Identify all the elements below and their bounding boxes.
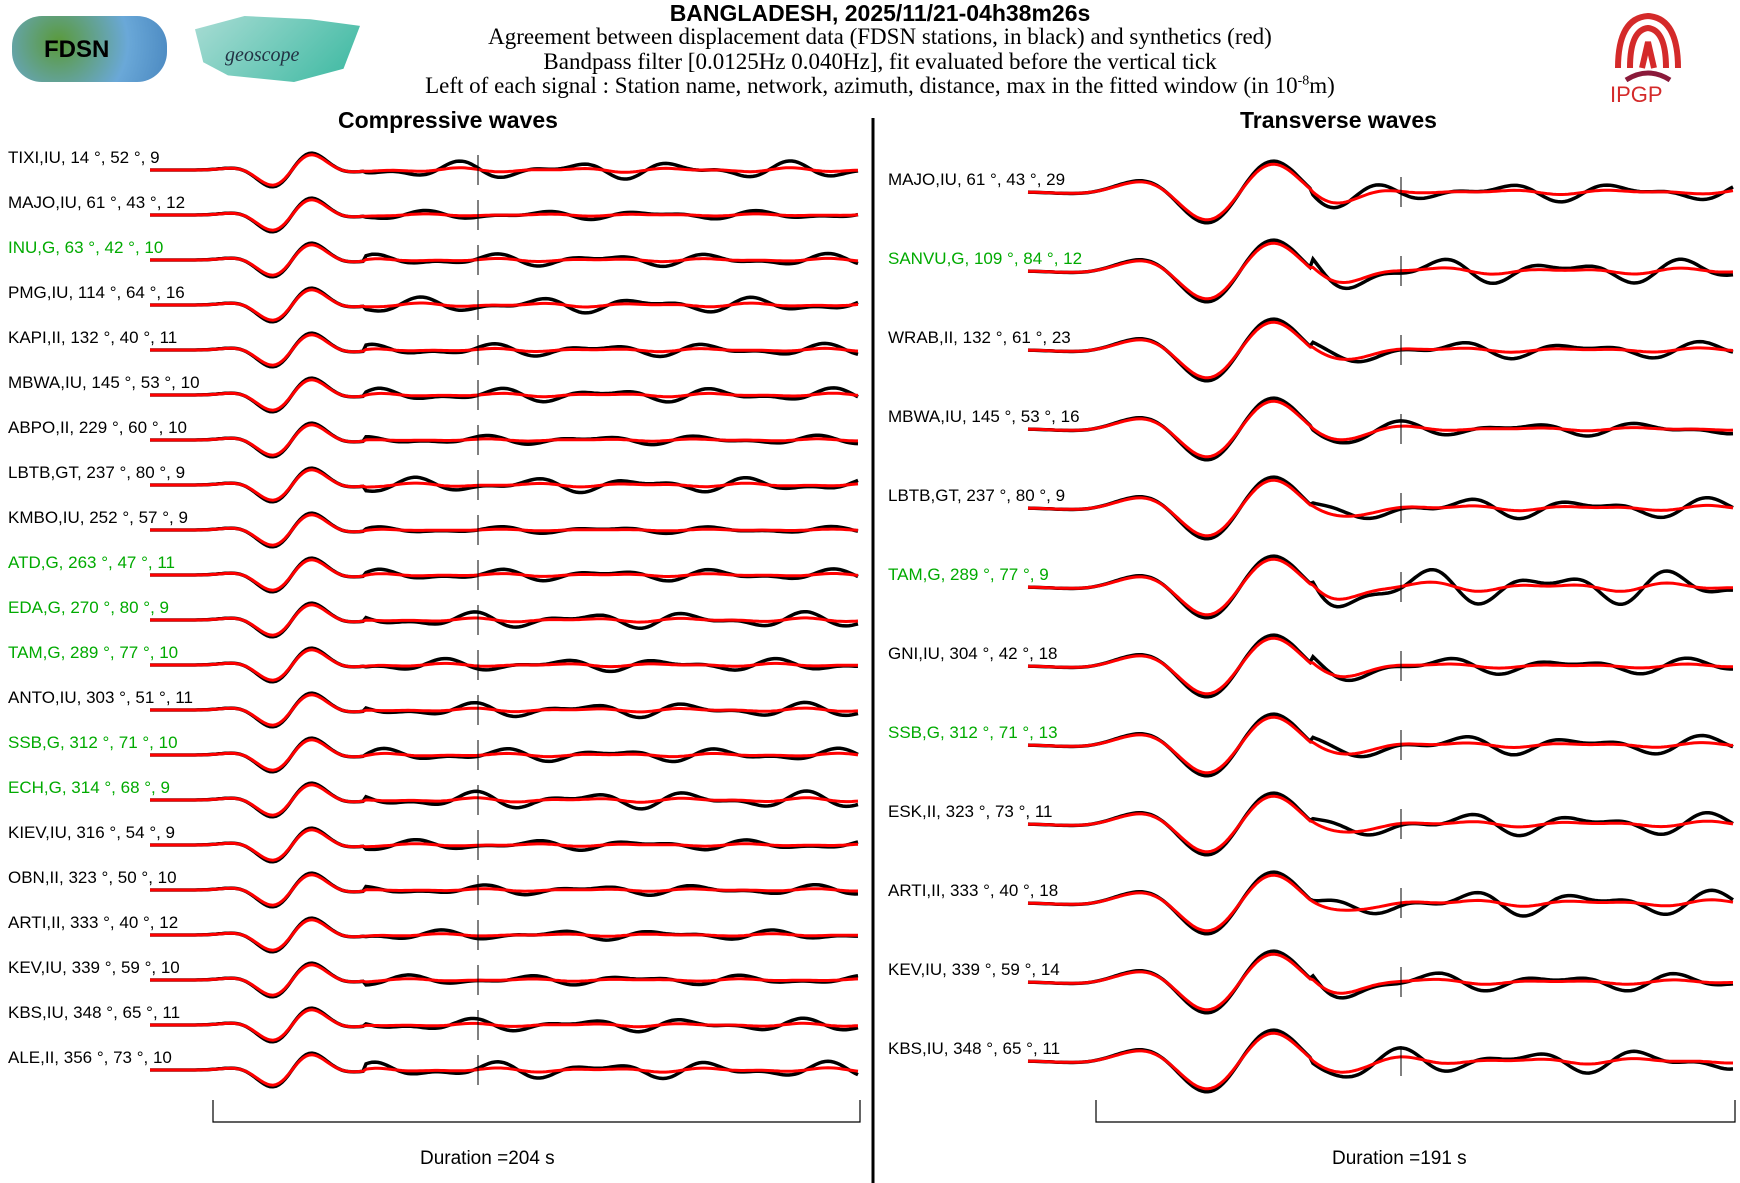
- right-station-label: TAM,G, 289 °, 77 °, 9: [888, 565, 1049, 584]
- left-station-label: MAJO,IU, 61 °, 43 °, 12: [8, 193, 186, 212]
- right-station-label: SSB,G, 312 °, 71 °, 13: [888, 723, 1058, 742]
- subtitle-2: Bandpass filter [0.0125Hz 0.040Hz], fit …: [543, 49, 1217, 74]
- left-synthetic-trace: [150, 513, 859, 547]
- fdsn-logo-text: FDSN: [44, 36, 110, 63]
- subtitle-1: Agreement between displacement data (FDS…: [488, 24, 1272, 49]
- right-synthetic-trace: [1027, 952, 1733, 1012]
- left-synthetic-trace: [150, 333, 859, 367]
- left-synthetic-trace: [150, 738, 859, 772]
- left-station-label: ANTO,IU, 303 °, 51 °, 11: [8, 688, 193, 707]
- subtitle-3: Left of each signal : Station name, netw…: [0, 73, 1740, 99]
- left-synthetic-trace: [150, 1053, 859, 1087]
- left-synthetic-trace: [150, 648, 858, 682]
- left-station-label: ARTI,II, 333 °, 40 °, 12: [8, 913, 179, 932]
- left-duration: Duration =204 s: [420, 1148, 555, 1169]
- exponent: -8: [1297, 73, 1310, 89]
- left-station-label: TAM,G, 289 °, 77 °, 10: [8, 643, 179, 662]
- right-station-label: WRAB,II, 132 °, 61 °, 23: [888, 328, 1071, 347]
- left-station-label: OBN,II, 323 °, 50 °, 10: [8, 868, 177, 887]
- right-synthetic-trace: [1027, 162, 1734, 222]
- right-station-label: KEV,IU, 339 °, 59 °, 14: [888, 960, 1060, 979]
- right-synthetic-trace: [1027, 715, 1734, 775]
- right-synthetic-trace: [1027, 478, 1734, 538]
- right-station-label: KBS,IU, 348 °, 65 °, 11: [888, 1039, 1061, 1058]
- left-station-label: KMBO,IU, 252 °, 57 °, 9: [8, 508, 188, 527]
- left-synthetic-trace: [150, 243, 859, 277]
- left-station-label: ATD,G, 263 °, 47 °, 11: [8, 553, 175, 572]
- left-panel-title: Compressive waves: [338, 107, 558, 133]
- left-station-label: EDA,G, 270 °, 80 °, 9: [8, 598, 170, 617]
- left-synthetic-trace: [150, 1008, 859, 1042]
- right-synthetic-trace: [1027, 557, 1733, 617]
- left-station-label: KBS,IU, 348 °, 65 °, 11: [8, 1003, 181, 1022]
- right-station-label: SANVU,G, 109 °, 84 °, 12: [888, 249, 1083, 268]
- left-synthetic-trace: [150, 288, 859, 322]
- left-station-label: PMG,IU, 114 °, 64 °, 16: [8, 283, 185, 302]
- geoscope-logo: geoscope: [195, 16, 360, 82]
- left-station-label: SSB,G, 312 °, 71 °, 10: [8, 733, 178, 752]
- left-synthetic-trace: [150, 828, 859, 862]
- right-data-trace: [1027, 949, 1734, 1015]
- left-synthetic-trace: [150, 198, 859, 232]
- right-station-label: LBTB,GT, 237 °, 80 °, 9: [888, 486, 1066, 505]
- right-station-label: ESK,II, 323 °, 73 °, 11: [888, 802, 1053, 821]
- right-synthetic-trace: [1027, 1031, 1733, 1091]
- right-station-label: MAJO,IU, 61 °, 43 °, 29: [888, 170, 1066, 189]
- right-synthetic-trace: [1027, 320, 1734, 380]
- left-station-label: KAPI,II, 132 °, 40 °, 11: [8, 328, 178, 347]
- right-duration-bracket: [1095, 1100, 1736, 1123]
- left-synthetic-trace: [150, 918, 858, 952]
- subtitle-3-text: Left of each signal : Station name, netw…: [425, 73, 1298, 98]
- right-data-trace: [1027, 554, 1734, 620]
- right-station-label: GNI,IU, 304 °, 42 °, 18: [888, 644, 1058, 663]
- left-station-label: KIEV,IU, 316 °, 54 °, 9: [8, 823, 176, 842]
- left-synthetic-trace: [150, 423, 858, 457]
- left-station-label: ABPO,II, 229 °, 60 °, 10: [8, 418, 187, 437]
- right-synthetic-trace: [1027, 794, 1734, 854]
- left-synthetic-trace: [150, 783, 859, 817]
- left-station-label: LBTB,GT, 237 °, 80 °, 9: [8, 463, 186, 482]
- left-synthetic-trace: [150, 378, 859, 412]
- left-station-label: MBWA,IU, 145 °, 53 °, 10: [8, 373, 200, 392]
- fdsn-logo: FDSN: [12, 16, 167, 82]
- left-synthetic-trace: [150, 693, 859, 727]
- left-station-label: ECH,G, 314 °, 68 °, 9: [8, 778, 170, 797]
- right-synthetic-trace: [1027, 399, 1734, 459]
- ipgp-logo-text: IPGP: [1610, 82, 1663, 107]
- left-synthetic-trace: [150, 873, 858, 907]
- ipgp-logo: IPGP: [1598, 8, 1698, 108]
- right-duration: Duration =191 s: [1332, 1148, 1467, 1169]
- left-synthetic-trace: [150, 558, 859, 592]
- left-station-label: ALE,II, 356 °, 73 °, 10: [8, 1048, 172, 1067]
- left-station-label: TIXI,IU, 14 °, 52 °, 9: [8, 148, 160, 167]
- left-synthetic-trace: [150, 153, 859, 187]
- geoscope-logo-text: geoscope: [225, 44, 300, 66]
- left-synthetic-trace: [150, 963, 859, 997]
- right-panel-title: Transverse waves: [1240, 107, 1437, 133]
- left-station-label: KEV,IU, 339 °, 59 °, 10: [8, 958, 180, 977]
- ipgp-emblem-icon: [1615, 12, 1681, 83]
- right-synthetic-trace: [1027, 241, 1734, 301]
- left-synthetic-trace: [150, 603, 859, 637]
- right-station-label: ARTI,II, 333 °, 40 °, 18: [888, 881, 1059, 900]
- figure-title: BANGLADESH, 2025/11/21-04h38m26s: [669, 0, 1091, 26]
- right-synthetic-trace: [1027, 636, 1733, 696]
- right-synthetic-trace: [1027, 873, 1734, 933]
- left-duration-bracket: [212, 1100, 861, 1123]
- left-synthetic-trace: [150, 468, 859, 502]
- right-data-trace: [1027, 238, 1734, 304]
- right-station-label: MBWA,IU, 145 °, 53 °, 16: [888, 407, 1080, 426]
- left-data-trace: [150, 151, 859, 189]
- left-station-label: INU,G, 63 °, 42 °, 10: [8, 238, 164, 257]
- unit: m): [1309, 73, 1335, 98]
